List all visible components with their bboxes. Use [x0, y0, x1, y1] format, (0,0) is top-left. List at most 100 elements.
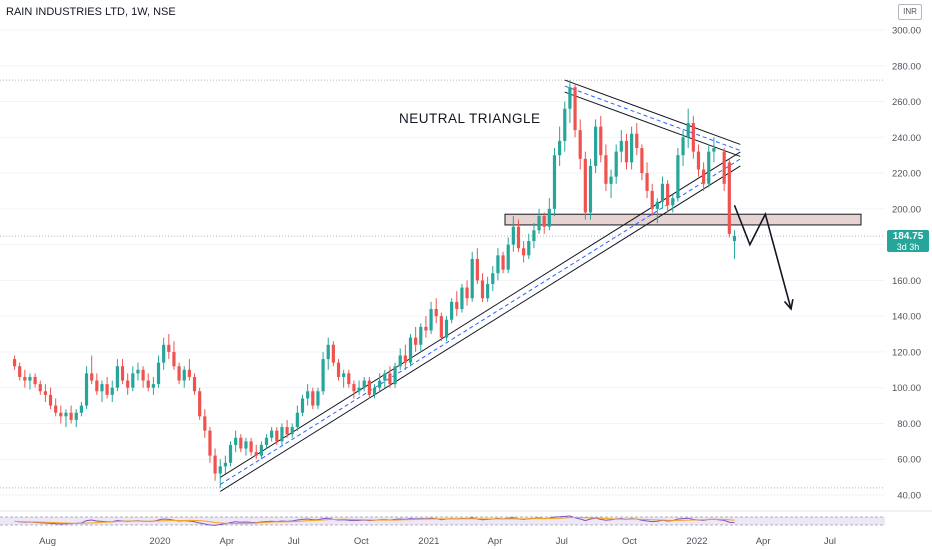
candle-body: [95, 380, 99, 392]
candle-body: [218, 466, 222, 474]
candle-body: [362, 380, 366, 388]
candle-body: [491, 273, 495, 284]
candle-body: [306, 391, 310, 399]
candle-body: [342, 373, 346, 377]
candle-body: [588, 165, 593, 213]
candle-body: [712, 148, 716, 152]
candle-body: [650, 190, 654, 209]
candle-body: [275, 430, 279, 442]
candle-body: [547, 208, 551, 227]
currency-badge[interactable]: INR: [898, 4, 922, 20]
x-tick-label: Jul: [556, 536, 568, 547]
candle-body: [23, 376, 27, 381]
candle-body: [54, 405, 58, 413]
candle-body: [239, 437, 243, 449]
candle-body: [722, 151, 726, 184]
candle-body: [624, 140, 629, 163]
candle-body: [465, 287, 469, 299]
candle-body: [444, 319, 449, 338]
candle-body: [162, 344, 166, 363]
candle-body: [522, 248, 526, 256]
candle-body: [660, 183, 665, 202]
candle-body: [347, 373, 351, 385]
candle-body: [64, 412, 68, 417]
candle-body: [146, 380, 150, 388]
candle-body: [172, 351, 176, 367]
rsi-ma-line: [14, 516, 735, 525]
candle-body: [136, 369, 140, 374]
candle-body: [460, 287, 464, 309]
candle-body: [573, 87, 577, 131]
candle-body: [558, 140, 562, 156]
candle-body: [28, 376, 32, 381]
candle-body: [48, 394, 53, 406]
candle-body: [727, 162, 731, 234]
candle-body: [131, 373, 135, 388]
candle-body: [100, 384, 104, 392]
candle-body: [372, 387, 377, 395]
candle-body: [285, 427, 289, 435]
candle-body: [645, 173, 649, 191]
trendline-triangle-upper: [564, 79, 741, 145]
candle-body: [408, 337, 413, 363]
y-tick-label: 240.00: [892, 133, 921, 144]
candle-body: [357, 387, 361, 392]
candle-body: [419, 326, 423, 345]
trendline-triangle-upper: [564, 91, 741, 157]
candle-body: [614, 151, 618, 177]
candle-body: [398, 355, 402, 367]
projection-path: [733, 204, 792, 310]
y-tick-label: 220.00: [892, 169, 921, 180]
candle-body: [702, 169, 706, 184]
candle-body: [43, 391, 48, 395]
candle-body: [666, 183, 670, 206]
candle-body: [18, 366, 22, 377]
candle-body: [516, 226, 521, 249]
y-tick-label: 120.00: [892, 347, 921, 358]
candle-body: [59, 412, 63, 417]
candle-body: [203, 416, 207, 431]
candle-body: [604, 155, 608, 184]
support-zone: [504, 213, 862, 226]
candle-body: [393, 366, 397, 385]
candle-body: [383, 373, 387, 381]
candle-body: [732, 236, 737, 242]
candle-body: [542, 216, 546, 227]
candle-body: [403, 355, 407, 363]
candle-body: [439, 316, 443, 338]
candle-body: [475, 258, 479, 281]
candle-body: [244, 441, 248, 449]
candle-body: [156, 362, 161, 385]
candle-body: [105, 384, 109, 395]
candle-body: [388, 373, 392, 385]
candle-body: [450, 301, 454, 320]
x-tick-label: Oct: [622, 536, 637, 547]
candle-body: [486, 283, 490, 299]
candle-body: [696, 151, 701, 170]
candle-body: [208, 430, 212, 456]
y-tick-label: 80.00: [897, 419, 921, 430]
candle-body: [635, 133, 639, 149]
x-tick-label: Aug: [39, 536, 56, 547]
candle-body: [321, 359, 325, 392]
candle-body: [630, 133, 634, 163]
candle-body: [681, 137, 685, 156]
trendline-channel-lower: [219, 165, 741, 492]
y-tick-label: 40.00: [897, 491, 921, 502]
candle-body: [12, 359, 17, 367]
candle-body: [671, 198, 675, 206]
chart-title: RAIN INDUSTRIES LTD, 1W, NSE: [6, 6, 176, 18]
candle-body: [552, 155, 557, 209]
candle-body: [583, 158, 587, 213]
last-price-value: 184.75: [892, 231, 924, 242]
candle-body: [182, 369, 186, 381]
candle-body: [280, 427, 284, 442]
candle-body: [378, 380, 382, 388]
candle-body: [532, 230, 536, 242]
candle-body: [676, 155, 680, 199]
candle-body: [506, 244, 510, 270]
candle-body: [295, 412, 299, 428]
x-tick-label: 2021: [418, 536, 439, 547]
candle-body: [33, 376, 37, 385]
